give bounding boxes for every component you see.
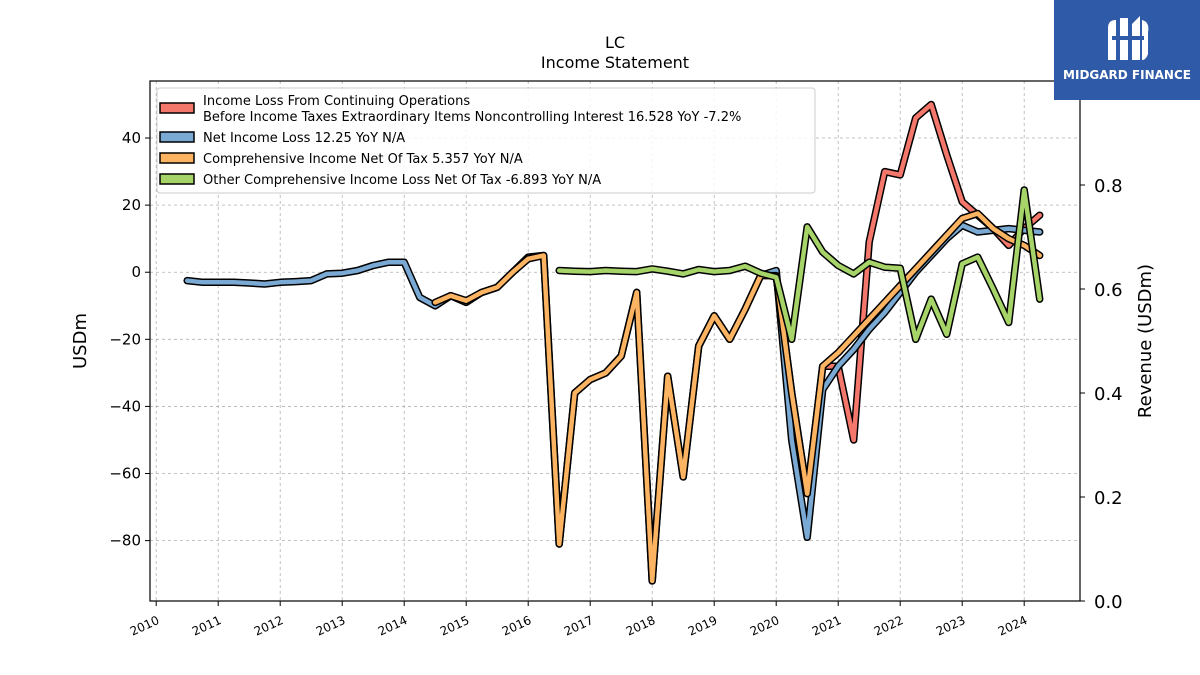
y-right-tick-label: 0.8: [1094, 176, 1123, 197]
brand-name: MIDGARD FINANCE: [1063, 68, 1191, 82]
brand-mark-icon: [1108, 16, 1149, 60]
y-tick-label: 0: [131, 263, 141, 281]
y-right-tick-label: 0.4: [1094, 384, 1123, 405]
x-tick-label: 2023: [934, 613, 968, 639]
x-tick-label: 2016: [500, 613, 534, 639]
chart-subtitle: Income Statement: [541, 53, 689, 72]
legend-label-1: Before Income Taxes Extraordinary Items …: [203, 110, 741, 125]
legend-label-2: Net Income Loss 12.25 YoY N/A: [203, 131, 405, 146]
x-tick-label: 2021: [810, 613, 844, 639]
series-line-3: [432, 211, 1042, 584]
y-tick-label: −60: [109, 465, 141, 483]
y-tick-label: 20: [122, 196, 141, 214]
legend-label-1: Income Loss From Continuing Operations: [203, 94, 470, 109]
brand-logo: MIDGARD FINANCE: [1054, 0, 1200, 100]
x-tick-label: 2012: [252, 613, 286, 639]
x-tick-label: 2022: [872, 613, 906, 639]
x-tick-label: 2013: [314, 613, 348, 639]
y-right-tick-label: 0.6: [1094, 280, 1123, 301]
y-axis-right-label: Revenue (USDm): [1135, 264, 1156, 418]
legend-swatch-1: [159, 102, 195, 114]
legend-swatch-4: [159, 173, 195, 185]
y-tick-label: 40: [122, 129, 141, 147]
y-right-tick-label: 0.0: [1094, 592, 1123, 613]
x-tick-label: 2017: [562, 613, 596, 639]
y-axis-right-ticks: 0.0 0.2 0.4 0.6 0.8: [1080, 176, 1123, 613]
x-tick-label: 2019: [686, 613, 720, 639]
legend-label-3: Comprehensive Income Net Of Tax 5.357 Yo…: [203, 152, 523, 167]
x-axis-ticks: 2010 2011 2012 2013 2014 2015 2016 2017 2018 2019…: [128, 601, 1030, 639]
series-lines: [183, 100, 1044, 585]
chart-title: LC: [605, 33, 625, 52]
y-right-tick-label: 0.2: [1094, 488, 1123, 509]
legend-box: [156, 87, 816, 194]
x-tick-label: 2010: [128, 613, 162, 639]
x-tick-label: 2014: [376, 613, 410, 639]
y-axis-label: USDm: [70, 313, 91, 369]
series-line-2: [184, 223, 1042, 584]
x-tick-label: 2024: [996, 613, 1030, 639]
x-tick-label: 2020: [748, 613, 782, 639]
legend-label-4: Other Comprehensive Income Loss Net Of T…: [203, 173, 601, 188]
y-tick-label: −20: [109, 330, 141, 348]
y-axis-left-ticks: −80 −60 −40 −20 0 20 40: [109, 129, 150, 550]
legend: Income Loss From Continuing OperationsBe…: [156, 87, 816, 194]
plot-frame: [149, 80, 1081, 602]
x-tick-label: 2011: [190, 613, 224, 639]
x-tick-label: 2015: [438, 613, 472, 639]
y-tick-label: −80: [109, 532, 141, 550]
legend-swatch-2: [159, 131, 195, 143]
y-tick-label: −40: [109, 397, 141, 415]
legend-swatch-3: [159, 152, 195, 164]
series-line-4: [556, 187, 1042, 342]
x-tick-label: 2018: [624, 613, 658, 639]
